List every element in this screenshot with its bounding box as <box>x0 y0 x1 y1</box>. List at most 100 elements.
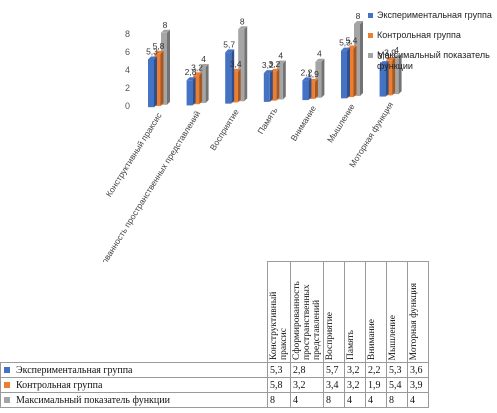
bar-side <box>308 77 312 101</box>
bar-side <box>160 50 164 106</box>
table-header-label: Внимание <box>367 318 377 360</box>
bar-top <box>263 70 273 74</box>
bar-side <box>385 61 389 97</box>
bar-front <box>302 80 309 101</box>
bar-front <box>386 60 393 96</box>
bar-front <box>392 58 399 95</box>
table-cell: 8 <box>323 392 345 408</box>
bar-top <box>199 64 209 68</box>
legend-item-max: Максимальный показатель функции <box>368 50 494 72</box>
bar-top <box>238 26 248 30</box>
table-header-cell: Внимание <box>365 261 387 363</box>
bar-side <box>347 47 350 99</box>
table-cell: 4 <box>344 392 366 408</box>
bar <box>347 45 357 98</box>
table-row: Максимальный показатель функции 8 4 8 4 … <box>0 392 429 408</box>
data-label: 5,3 <box>146 47 158 57</box>
x-tick-label: Восприятие <box>208 107 241 152</box>
legend-swatch-experimental <box>368 13 373 18</box>
bar-top <box>386 57 396 61</box>
bar-front <box>154 53 161 106</box>
bar <box>354 20 363 96</box>
data-label: 4 <box>317 49 322 59</box>
data-label: 5,3 <box>339 38 351 48</box>
table-header-cell: Конструктивный праксис <box>267 261 291 363</box>
bar-top <box>148 56 157 60</box>
bar-top <box>193 72 203 76</box>
table-cell: 4 <box>290 392 324 408</box>
x-tick-label: Память <box>255 105 279 136</box>
table-corner <box>1 262 268 363</box>
bar-side <box>244 26 248 102</box>
bar-top <box>276 60 286 64</box>
bars <box>148 20 402 108</box>
table-cell: 5,8 <box>267 377 291 393</box>
data-label: 1,9 <box>307 69 319 79</box>
legend-swatch-control <box>368 33 373 38</box>
table-row: Контрольная группа 5,8 3,2 3,4 3,2 1,9 5… <box>0 377 429 393</box>
bar-top <box>354 20 363 24</box>
bar <box>315 58 325 98</box>
bar <box>225 49 235 104</box>
table-header-cell: Мышление <box>386 261 408 363</box>
bar <box>148 56 157 108</box>
data-label: 3,2 <box>268 59 280 69</box>
bar-front <box>347 48 354 98</box>
bar-side <box>154 56 157 108</box>
bar-front <box>341 50 347 99</box>
bar-front <box>186 80 193 106</box>
data-label: 3,2 <box>191 62 203 72</box>
table-row-name: Экспериментальная группа <box>16 364 133 376</box>
table-cell: 5,3 <box>386 362 408 378</box>
table-cell: 5,7 <box>323 362 345 378</box>
table-cell: 3,9 <box>407 377 429 393</box>
y-tick-label: 2 <box>125 83 130 93</box>
y-tick-label: 6 <box>125 47 130 57</box>
data-label: 2,8 <box>185 67 197 77</box>
x-axis-labels: Моторная функцияМышлениеВниманиеПамятьВо… <box>79 100 395 262</box>
table-header-label: Конструктивный праксис <box>269 291 289 360</box>
bar-top <box>379 61 389 65</box>
bar-front <box>231 71 238 103</box>
bar-front <box>270 71 277 101</box>
bar-side <box>353 45 357 98</box>
table-cell: 1,9 <box>365 377 387 393</box>
data-label: 3,9 <box>384 47 396 57</box>
bar-top <box>315 58 325 62</box>
y-axis: 0 2 4 6 8 <box>125 29 130 111</box>
x-tick-label: Сформированность пространственных предст… <box>79 109 202 262</box>
bar-front <box>263 73 270 102</box>
bar-front <box>315 61 322 98</box>
table-header-cell: Память <box>344 261 366 363</box>
data-label: 3,4 <box>230 59 242 69</box>
bar-top <box>302 77 312 81</box>
table-header-cell: Моторная функция <box>407 261 429 363</box>
table-header-label: Восприятие <box>325 311 335 360</box>
table-cell: 2,8 <box>290 362 324 378</box>
bar-side <box>321 58 325 98</box>
bar-front <box>193 75 200 105</box>
data-label: 8 <box>163 20 168 30</box>
bar-side <box>276 68 280 101</box>
bar <box>154 50 164 106</box>
table-header-label: Мышление <box>388 314 398 361</box>
bar-front <box>276 63 283 100</box>
table-cell: 3,2 <box>344 377 366 393</box>
data-labels: 43,93,685,45,341,92,243,23,283,45,743,22… <box>146 11 399 79</box>
data-label: 8 <box>240 16 245 26</box>
bar-side <box>392 57 396 96</box>
table-row-label: Экспериментальная группа <box>0 362 268 378</box>
bar-top <box>154 50 164 54</box>
table-cell: 3,2 <box>290 377 324 393</box>
bar <box>379 61 389 97</box>
bar-side <box>360 20 363 96</box>
table-row-label: Контрольная группа <box>0 377 268 393</box>
bar-side <box>231 49 235 104</box>
table-header-label: Моторная функция <box>409 282 419 360</box>
bar-front <box>161 32 167 105</box>
bar <box>199 64 209 104</box>
bar-top <box>225 49 235 53</box>
bar <box>302 77 312 101</box>
legend-item-experimental: Экспериментальная группа <box>368 10 494 21</box>
